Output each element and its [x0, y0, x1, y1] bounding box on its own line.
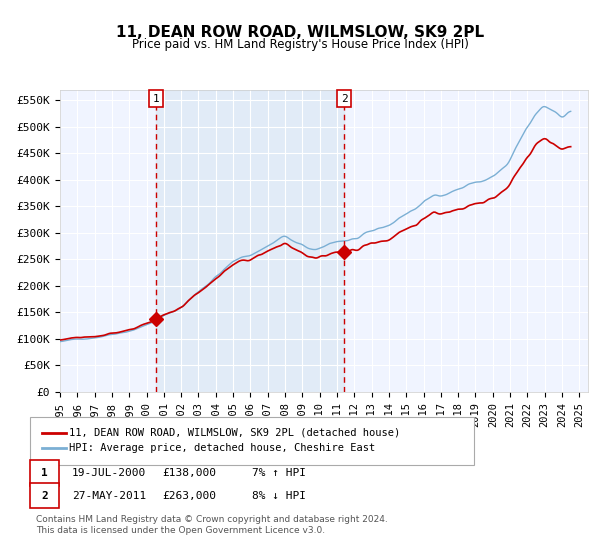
Text: £263,000: £263,000 [162, 491, 216, 501]
Text: Price paid vs. HM Land Registry's House Price Index (HPI): Price paid vs. HM Land Registry's House … [131, 38, 469, 51]
Text: £138,000: £138,000 [162, 468, 216, 478]
Text: 2: 2 [341, 94, 347, 104]
Text: 11, DEAN ROW ROAD, WILMSLOW, SK9 2PL: 11, DEAN ROW ROAD, WILMSLOW, SK9 2PL [116, 25, 484, 40]
Text: 8% ↓ HPI: 8% ↓ HPI [252, 491, 306, 501]
Text: 1: 1 [153, 94, 160, 104]
Text: 27-MAY-2011: 27-MAY-2011 [72, 491, 146, 501]
Text: 19-JUL-2000: 19-JUL-2000 [72, 468, 146, 478]
Text: Contains HM Land Registry data © Crown copyright and database right 2024.: Contains HM Land Registry data © Crown c… [36, 515, 388, 524]
Text: 7% ↑ HPI: 7% ↑ HPI [252, 468, 306, 478]
Text: 2: 2 [41, 491, 48, 501]
Text: 1: 1 [41, 468, 48, 478]
Bar [156, 90, 344, 392]
Text: This data is licensed under the Open Government Licence v3.0.: This data is licensed under the Open Gov… [36, 526, 325, 535]
Text: HPI: Average price, detached house, Cheshire East: HPI: Average price, detached house, Ches… [69, 443, 375, 453]
Text: 11, DEAN ROW ROAD, WILMSLOW, SK9 2PL (detached house): 11, DEAN ROW ROAD, WILMSLOW, SK9 2PL (de… [69, 428, 400, 438]
